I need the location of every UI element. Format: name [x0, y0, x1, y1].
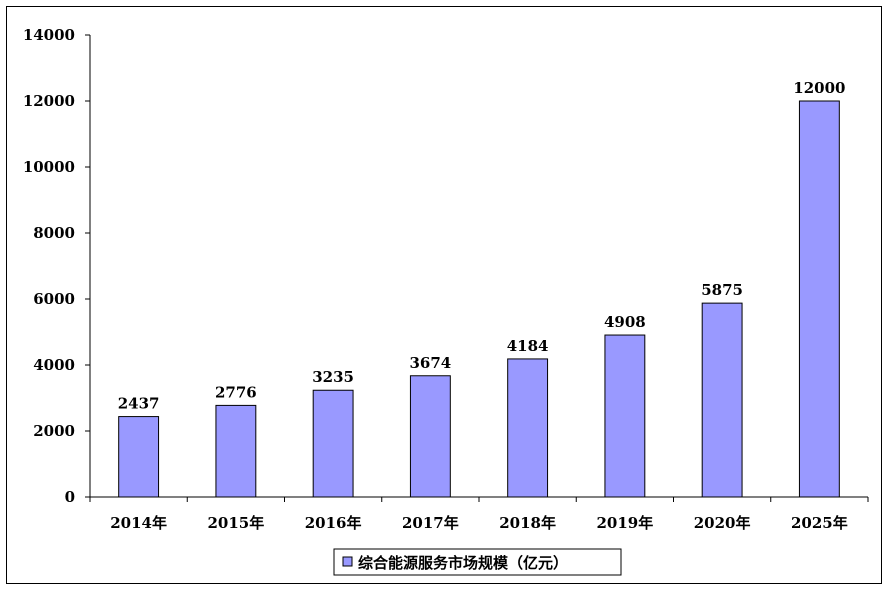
x-tick-label: 2014年	[110, 514, 167, 532]
y-tick-label: 8000	[33, 224, 75, 242]
bar-value-label: 2437	[118, 395, 160, 413]
bar-value-label: 12000	[793, 79, 845, 97]
bar	[701, 302, 743, 498]
data-labels: 2437 2776 3235 3674 4184 4908 5875 12000	[118, 79, 846, 413]
bar	[312, 389, 354, 498]
legend: 综合能源服务市场规模（亿元）	[333, 548, 622, 576]
x-tick-label: 2016年	[305, 514, 362, 532]
bars	[118, 100, 840, 498]
x-axis: 2014年 2015年 2016年 2017年 2018年 2019年 2020年 2025年	[89, 496, 869, 532]
x-tick-label: 2025年	[791, 514, 848, 532]
bar-value-label: 5875	[701, 281, 743, 299]
bar-value-label: 2776	[215, 383, 257, 401]
bar	[409, 375, 451, 498]
bar-value-label: 3235	[312, 368, 354, 386]
bar-value-label: 3674	[410, 354, 452, 372]
y-tick-label: 14000	[23, 26, 75, 44]
y-tick-label: 4000	[33, 356, 75, 374]
y-tick-label: 12000	[23, 92, 75, 110]
legend-swatch	[342, 556, 353, 567]
y-tick-label: 2000	[33, 422, 75, 440]
x-tick-label: 2018年	[499, 514, 556, 532]
x-tick-label: 2017年	[402, 514, 459, 532]
y-axis: 0 2000 4000 6000 8000 10000 12000 14000	[23, 26, 91, 506]
bar	[215, 404, 257, 498]
legend-label: 综合能源服务市场规模（亿元）	[358, 554, 568, 572]
y-tick-label: 10000	[23, 158, 75, 176]
y-tick-label: 0	[65, 488, 75, 506]
x-tick-label: 2015年	[208, 514, 265, 532]
y-tick-label: 6000	[33, 290, 75, 308]
bar	[798, 100, 840, 498]
bar	[118, 416, 160, 498]
x-tick-label: 2019年	[597, 514, 654, 532]
bar-value-label: 4908	[604, 313, 646, 331]
bar	[507, 358, 549, 498]
x-tick-label: 2020年	[694, 514, 751, 532]
legend-box	[333, 548, 622, 576]
bar	[604, 334, 646, 498]
bar-value-label: 4184	[507, 337, 549, 355]
